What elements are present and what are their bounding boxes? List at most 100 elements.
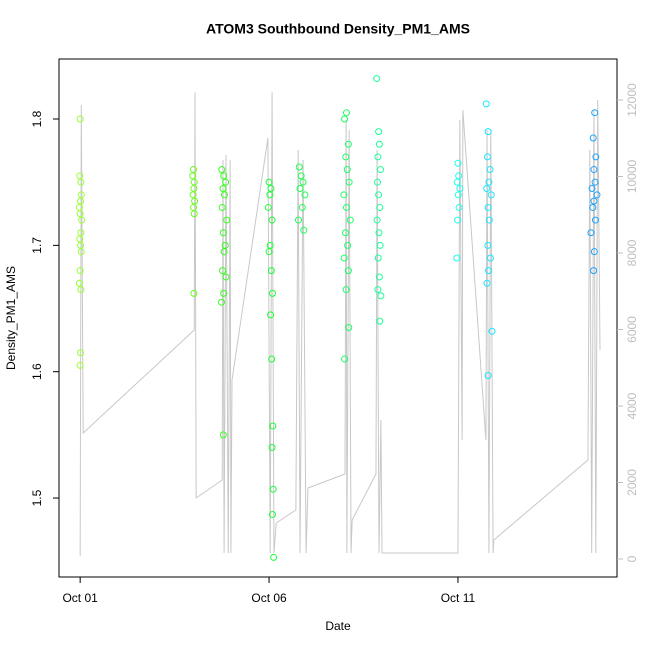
point: [589, 134, 597, 142]
point: [345, 323, 353, 331]
point: [589, 203, 597, 211]
point: [219, 267, 227, 275]
x-tick-label: Oct 11: [441, 591, 476, 605]
point: [375, 128, 383, 136]
point: [455, 172, 463, 180]
point: [343, 203, 351, 211]
point: [190, 289, 198, 297]
y2-tick-label: 12000: [625, 83, 639, 117]
point: [373, 75, 381, 83]
point: [454, 216, 462, 224]
point: [340, 254, 348, 262]
point: [454, 191, 462, 199]
x-tick-label: Oct 01: [62, 591, 98, 605]
point: [342, 286, 350, 294]
point: [265, 248, 273, 256]
point: [487, 191, 495, 199]
point: [374, 254, 382, 262]
point: [78, 216, 86, 224]
point: [455, 203, 463, 211]
y-tick-label: 1.7: [30, 237, 44, 254]
point: [76, 115, 84, 123]
point: [341, 115, 349, 123]
y-tick-label: 1.6: [30, 363, 44, 380]
point: [453, 178, 461, 186]
point: [266, 191, 274, 199]
point: [373, 178, 381, 186]
point: [590, 248, 598, 256]
point: [75, 279, 83, 287]
point: [344, 267, 352, 275]
point: [220, 172, 228, 180]
point: [344, 140, 352, 148]
point: [374, 286, 382, 294]
y2-tick-label: 10000: [625, 159, 639, 193]
point: [376, 317, 384, 325]
point: [590, 197, 598, 205]
point: [267, 267, 275, 275]
point: [373, 216, 381, 224]
point: [219, 185, 227, 192]
point: [485, 216, 493, 224]
point: [341, 355, 349, 363]
point: [375, 191, 383, 199]
point: [219, 431, 227, 439]
y-tick-label: 1.5: [30, 489, 44, 506]
point: [218, 166, 226, 174]
point: [488, 327, 496, 335]
point: [341, 229, 349, 237]
point: [592, 153, 600, 161]
point: [76, 361, 84, 369]
point: [377, 166, 385, 174]
point: [342, 153, 350, 161]
point: [221, 241, 229, 249]
chart-title: ATOM3 Southbound Density_PM1_AMS: [206, 21, 470, 37]
point: [269, 422, 277, 430]
x-axis-label: Date: [325, 619, 351, 633]
point: [301, 191, 309, 199]
point: [375, 229, 383, 237]
point: [220, 289, 228, 297]
point: [76, 172, 84, 180]
point: [222, 273, 230, 281]
point: [265, 178, 273, 186]
point: [218, 203, 226, 211]
point: [456, 185, 464, 192]
point: [267, 311, 275, 319]
point: [485, 267, 493, 275]
point: [268, 216, 276, 224]
point: [77, 349, 85, 357]
point: [340, 191, 348, 199]
point: [453, 254, 461, 262]
point: [269, 485, 277, 493]
point: [189, 172, 197, 180]
point: [268, 444, 276, 451]
y-tick-label: 1.8: [30, 110, 44, 127]
point: [264, 203, 272, 211]
y2-tick-label: 0: [625, 555, 639, 562]
point: [587, 229, 595, 237]
point: [297, 172, 305, 180]
point: [76, 267, 84, 275]
point: [588, 185, 596, 192]
point: [300, 226, 308, 234]
point: [298, 203, 306, 211]
point: [270, 553, 278, 561]
point: [77, 248, 85, 256]
point: [483, 153, 491, 161]
point: [268, 355, 276, 363]
y2-tick-label: 4000: [625, 392, 639, 419]
point: [482, 100, 490, 108]
point: [484, 203, 492, 211]
point: [268, 510, 276, 518]
point: [484, 128, 492, 136]
point: [268, 289, 276, 297]
point: [486, 166, 494, 174]
point: [343, 109, 351, 117]
point: [375, 273, 383, 281]
point: [77, 197, 85, 205]
point: [296, 185, 304, 192]
point: [220, 191, 228, 199]
y2-tick-label: 6000: [625, 316, 639, 343]
point: [591, 178, 599, 186]
